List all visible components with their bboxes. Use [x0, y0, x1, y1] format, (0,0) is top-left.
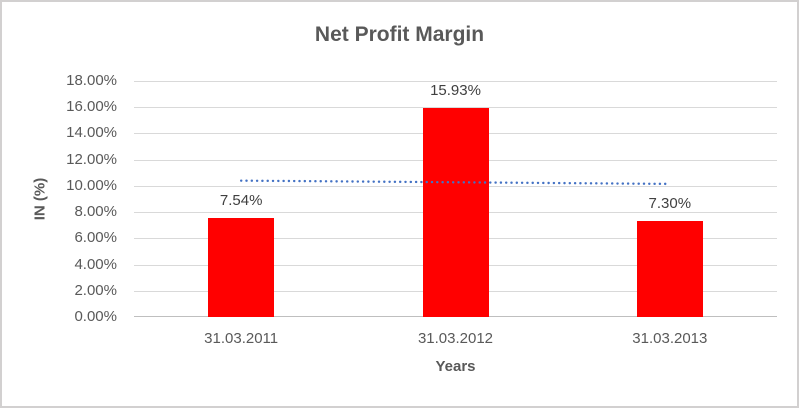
chart-title: Net Profit Margin	[314, 23, 485, 46]
data-label: 7.54%	[219, 192, 263, 210]
x-axis-title: Years	[435, 358, 476, 375]
gridline	[134, 81, 777, 82]
y-tick-label: 8.00%	[74, 203, 117, 221]
y-tick-label: 16.00%	[66, 98, 117, 116]
data-label: 7.30%	[648, 195, 692, 213]
bar-31.03.2011[interactable]	[208, 218, 275, 317]
y-tick-label: 10.00%	[66, 176, 117, 194]
data-label: 15.93%	[430, 82, 481, 100]
bar-31.03.2012[interactable]	[422, 108, 489, 317]
y-tick-label: 6.00%	[74, 229, 117, 247]
x-tick-label: 31.03.2013	[632, 330, 708, 347]
trendline[interactable]	[239, 179, 672, 186]
x-tick-label: 31.03.2011	[204, 330, 279, 347]
y-tick-label: 14.00%	[66, 124, 117, 142]
gridline	[134, 107, 777, 108]
y-tick-label: 18.00%	[66, 72, 117, 89]
x-axis-tick-labels: 31.03.2011 31.03.2012 31.03.2013	[2, 330, 797, 350]
x-tick-label: 31.03.2012	[417, 330, 494, 347]
y-tick-label: 4.00%	[74, 255, 117, 273]
bar-31.03.2013[interactable]	[636, 221, 703, 317]
y-tick-label: 12.00%	[66, 150, 117, 168]
plot-area	[134, 81, 777, 317]
y-tick-label: 0.00%	[74, 308, 117, 325]
y-tick-label: 2.00%	[74, 281, 117, 299]
y-axis-tick-labels: 0.00% 2.00% 4.00% 6.00% 8.00% 10.00% 12.00% 14.…	[2, 2, 117, 406]
